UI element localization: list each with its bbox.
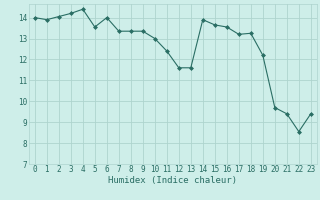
X-axis label: Humidex (Indice chaleur): Humidex (Indice chaleur) <box>108 176 237 185</box>
